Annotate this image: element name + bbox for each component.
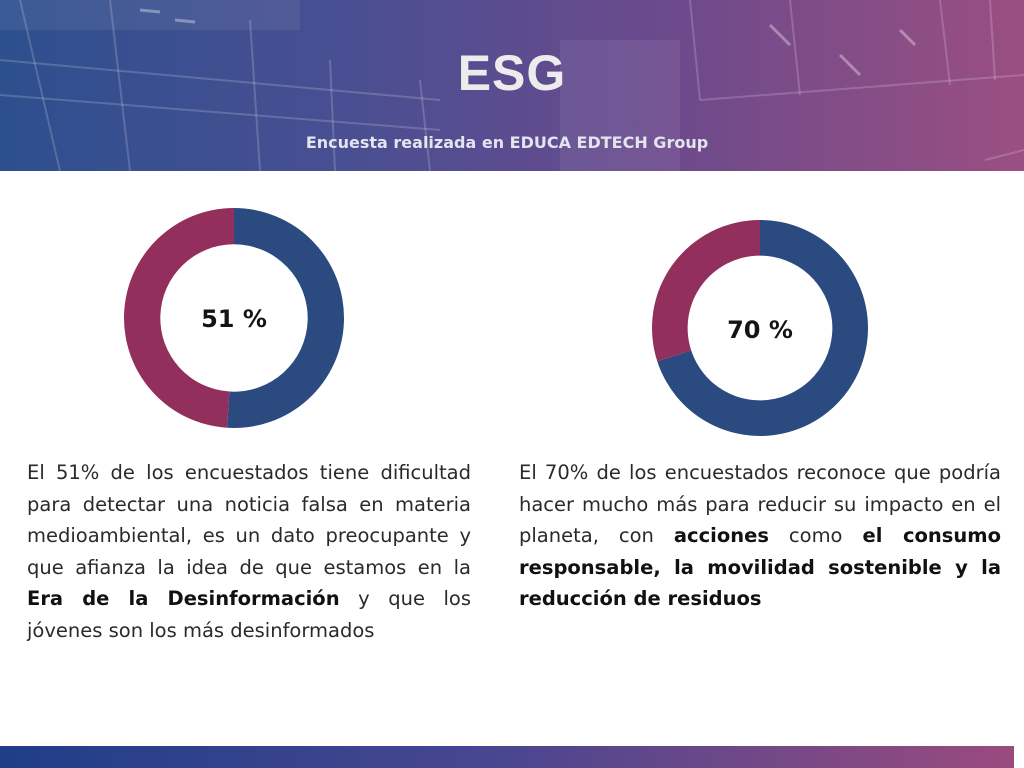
architecture-background: [0, 0, 1024, 171]
left-text-part1: El 51% de los encuestados tiene dificult…: [27, 461, 471, 579]
donut-2-slice-1: [657, 220, 868, 436]
left-description: El 51% de los encuestados tiene dificult…: [27, 457, 471, 646]
donut-1-slice-2: [124, 208, 234, 428]
right-text-bold1: acciones: [673, 524, 769, 547]
page-subtitle: Encuesta realizada en EDUCA EDTECH Group: [305, 133, 709, 152]
donut-chart-2: 70 %: [652, 220, 868, 436]
donut-1-slice-1: [227, 208, 345, 428]
right-description: El 70% de los encuestados reconoce que p…: [519, 457, 1001, 615]
header-banner: ESG Encuesta realizada en EDUCA EDTECH G…: [0, 0, 1024, 171]
right-text-part1: El 70% de los encuestados reconoce que p…: [519, 461, 1001, 547]
donut-2-slice-2: [652, 220, 760, 362]
donut-2-center-label: 70 %: [727, 316, 793, 344]
right-text-bold2: el consumo responsable, la movilidad sos…: [519, 524, 1001, 610]
left-text-part2: y que los jóvenes son los más desinforma…: [27, 587, 471, 642]
right-text-part2: como: [768, 524, 863, 547]
donut-chart-1: 51 %: [124, 208, 345, 428]
left-text-bold1: Era de la Desinformación: [27, 587, 340, 610]
page-title: ESG: [457, 45, 567, 101]
donut-1-center-label: 51 %: [201, 305, 267, 333]
footer-bar: [0, 746, 1014, 768]
